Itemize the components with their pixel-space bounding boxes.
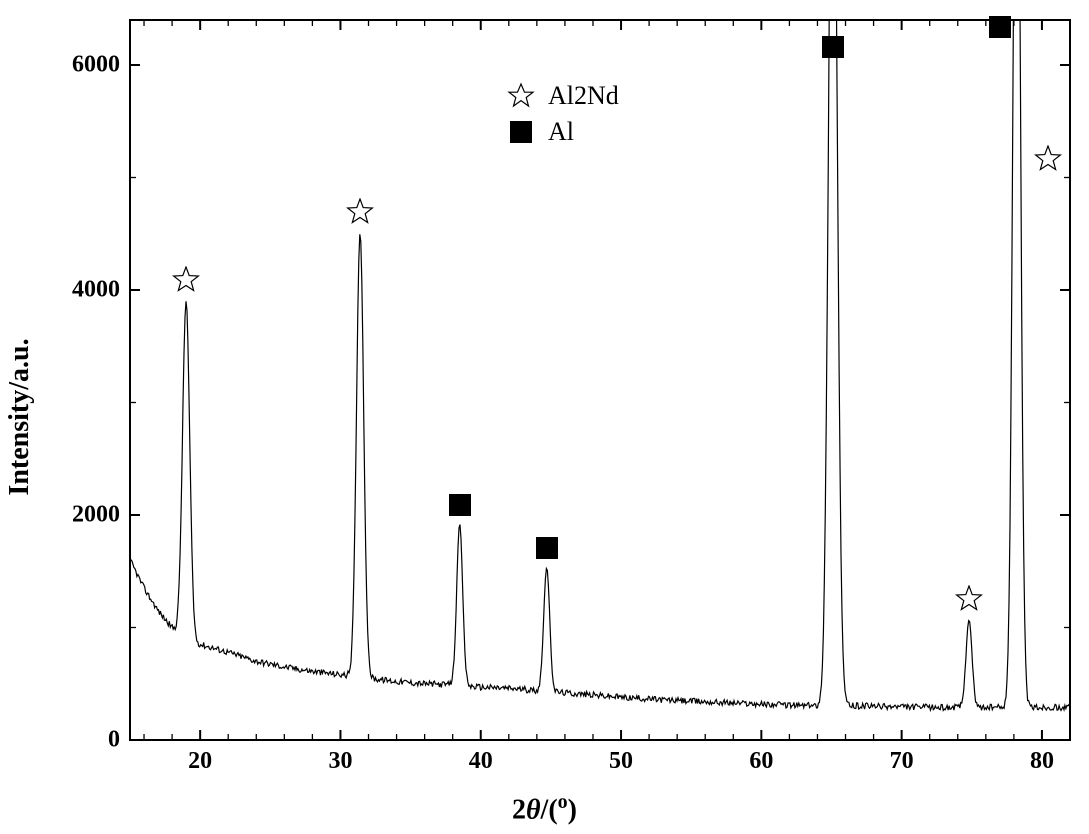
x-tick-label: 50 [609,748,633,775]
xrd-chart: Intensity/a.u. 2θ/(o) Al2Nd Al 203040506… [0,0,1089,834]
x-tick-label: 80 [1030,748,1054,775]
y-tick-label: 4000 [72,277,120,304]
star-icon [1034,145,1062,178]
square-icon [534,535,560,566]
y-tick-label: 2000 [72,502,120,529]
square-icon [820,34,846,65]
legend-label-al: Al [548,117,574,147]
legend-label-al2nd: Al2Nd [548,81,619,111]
star-icon [172,266,200,299]
x-tick-label: 60 [749,748,773,775]
star-icon [955,585,983,618]
x-tick-label: 70 [890,748,914,775]
square-icon [447,492,473,523]
x-tick-label: 30 [328,748,352,775]
square-icon [506,119,536,145]
x-tick-label: 20 [188,748,212,775]
y-tick-label: 0 [108,727,120,754]
square-icon [987,14,1013,45]
star-icon [346,198,374,231]
star-icon [506,82,536,110]
x-tick-label: 40 [469,748,493,775]
legend-row-al2nd: Al2Nd [506,78,619,114]
legend: Al2Nd Al [506,78,619,150]
legend-row-al: Al [506,114,619,150]
y-tick-label: 6000 [72,52,120,79]
